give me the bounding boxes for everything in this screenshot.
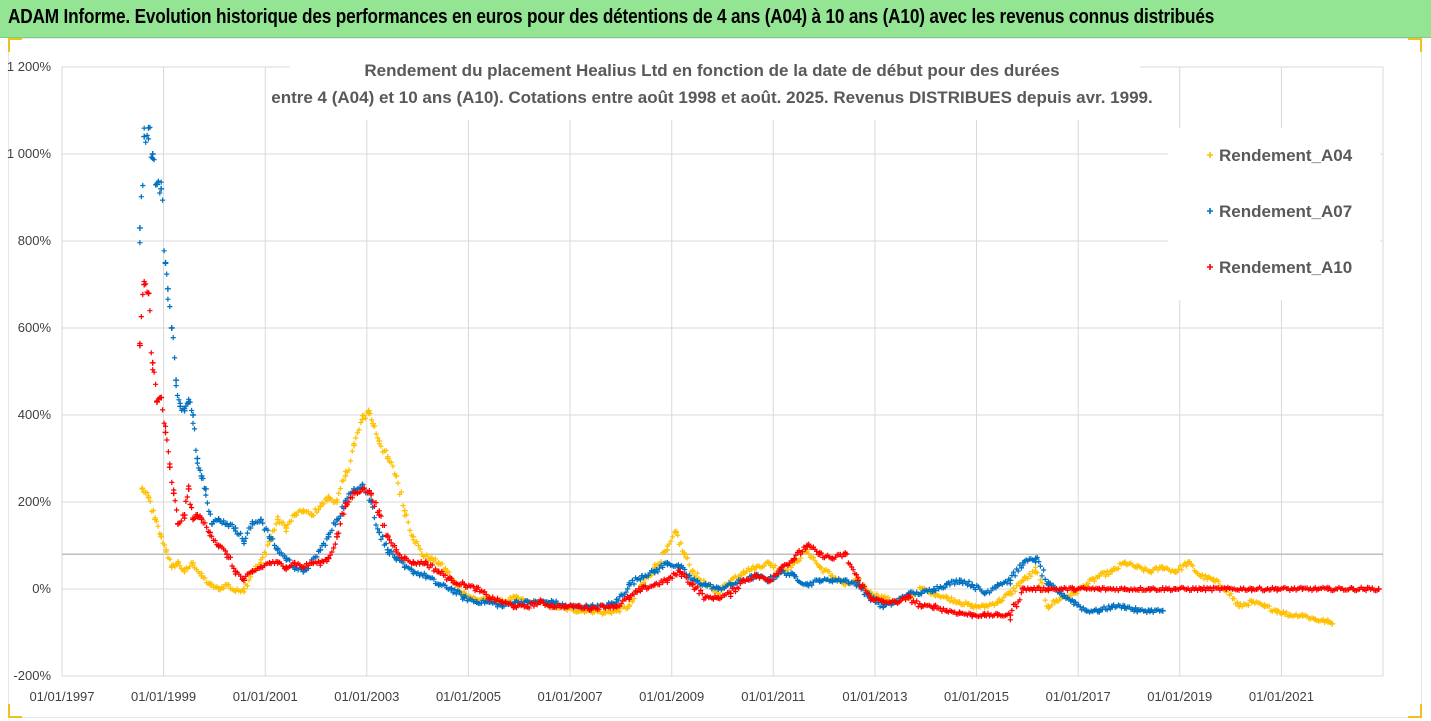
legend-label-Rendement_A04: Rendement_A04	[1219, 146, 1353, 165]
gridlines	[61, 66, 1384, 677]
series-marker-cloud	[137, 124, 1164, 616]
x-tick-label: 01/01/2003	[334, 689, 399, 704]
legend-marker-Rendement_A07	[1207, 208, 1213, 214]
x-tick-label: 01/01/2009	[639, 689, 704, 704]
y-tick-label: -200%	[13, 668, 51, 683]
chart-frame	[8, 38, 1422, 718]
chart-title-line-1: Rendement du placement Healius Ltd en fo…	[364, 61, 1059, 80]
series-Rendement_A10	[136, 278, 1382, 623]
x-tick-label: 01/01/2021	[1249, 689, 1314, 704]
x-tick-label: 01/01/1999	[131, 689, 196, 704]
y-axis: -200% 0% 200% 400% 600% 800% 1 000% 1 200%	[7, 59, 52, 683]
x-tick-label: 01/01/2013	[842, 689, 907, 704]
y-tick-label: 1 200%	[7, 59, 52, 74]
data-point	[401, 507, 408, 514]
frame-corner-bottom-right	[1408, 704, 1422, 718]
data-point	[164, 285, 171, 292]
legend-background	[1168, 128, 1380, 300]
data-point	[173, 377, 180, 384]
title-background	[290, 52, 1140, 120]
y-tick-label: 1 000%	[7, 146, 52, 161]
y-tick-label: 600%	[18, 320, 52, 335]
x-tick-label: 01/01/2007	[537, 689, 602, 704]
frame-corner-top-left	[8, 38, 22, 52]
data-point	[190, 412, 197, 418]
y-tick-label: 0%	[32, 581, 51, 596]
y-tick-label: 200%	[18, 494, 52, 509]
x-tick-label: 01/01/2019	[1147, 689, 1212, 704]
frame-corner-bottom-left	[8, 704, 22, 718]
series-Rendement_A07	[136, 124, 1166, 616]
x-tick-label: 01/01/2015	[944, 689, 1009, 704]
report-banner-title: ADAM Informe. Evolution historique des p…	[8, 6, 1215, 28]
x-tick-label: 01/01/2017	[1046, 689, 1111, 704]
data-markers	[136, 124, 1382, 627]
legend-label-Rendement_A10: Rendement_A10	[1219, 258, 1352, 277]
data-point	[141, 133, 148, 140]
report-banner: ADAM Informe. Evolution historique des p…	[0, 0, 1431, 38]
data-point	[162, 429, 169, 436]
x-tick-label: 01/01/2005	[436, 689, 501, 704]
data-point	[149, 359, 156, 366]
series-marker-cloud	[137, 278, 1380, 623]
series-Rendement_A04	[139, 407, 1336, 627]
y-tick-label: 800%	[18, 233, 52, 248]
frame-corner-top-right	[1408, 38, 1422, 52]
series-marker-cloud	[139, 409, 1334, 626]
data-point	[136, 224, 143, 231]
x-tick-label: 01/01/2011	[741, 689, 805, 704]
x-axis: 01/01/1997 01/01/1999 01/01/2001 01/01/2003…	[29, 689, 1314, 704]
y-tick-label: 400%	[18, 407, 52, 422]
x-tick-label: 01/01/1997	[29, 689, 94, 704]
legend: Rendement_A04 Rendement_A07 Rendement_A10	[1168, 128, 1380, 300]
legend-label-Rendement_A07: Rendement_A07	[1219, 202, 1352, 221]
chart-title-line-2: entre 4 (A04) et 10 ans (A10). Cotations…	[271, 88, 1152, 107]
data-point	[202, 485, 209, 492]
x-tick-label: 01/01/2001	[233, 689, 298, 704]
data-point	[158, 185, 165, 192]
legend-marker-Rendement_A10	[1207, 264, 1213, 270]
legend-marker-Rendement_A04	[1207, 152, 1213, 158]
